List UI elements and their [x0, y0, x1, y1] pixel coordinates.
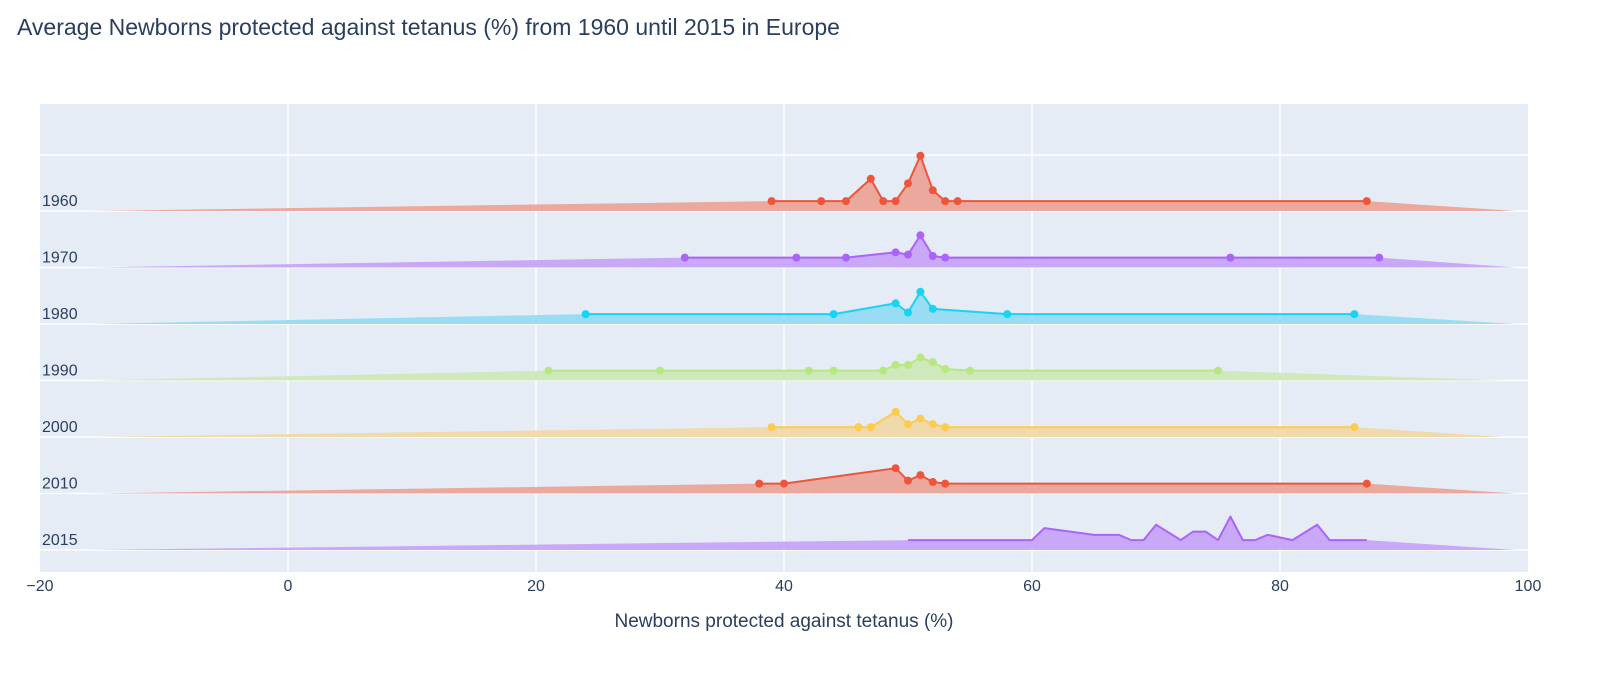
marker-2010-6[interactable] [941, 479, 950, 488]
marker-1970-7[interactable] [941, 253, 950, 262]
marker-1960-7[interactable] [916, 151, 925, 160]
y-label-1970: 1970 [42, 250, 78, 267]
ridge-line-1980 [585, 290, 1355, 316]
x-tick-label-0: −20 [26, 578, 53, 595]
marker-2010-0[interactable] [755, 479, 764, 488]
marker-2000-0[interactable] [767, 423, 776, 432]
marker-2000-5[interactable] [916, 414, 925, 423]
marker-1980-5[interactable] [928, 304, 937, 313]
marker-1980-3[interactable] [904, 308, 912, 317]
marker-1980-0[interactable] [581, 310, 590, 319]
marker-1990-7[interactable] [916, 353, 925, 362]
marker-1990-5[interactable] [891, 360, 900, 369]
marker-1990-2[interactable] [804, 366, 813, 375]
x-tick-label-2: 20 [527, 578, 545, 595]
ridge-line-1970 [684, 234, 1380, 259]
marker-1990-10[interactable] [966, 366, 974, 375]
marker-1970-1[interactable] [792, 253, 801, 262]
marker-1990-9[interactable] [941, 365, 950, 373]
marker-1980-6[interactable] [1003, 310, 1012, 319]
marker-1990-4[interactable] [879, 366, 888, 375]
marker-2010-2[interactable] [891, 464, 900, 473]
x-tick-label-1: 0 [284, 578, 293, 595]
marker-1970-3[interactable] [891, 248, 900, 257]
marker-1970-2[interactable] [842, 253, 850, 262]
ridge-area-2015 [89, 516, 1516, 550]
marker-1960-2[interactable] [842, 197, 850, 206]
y-label-1980: 1980 [42, 306, 78, 323]
marker-1960-6[interactable] [904, 179, 912, 188]
marker-2000-4[interactable] [904, 420, 912, 429]
ridge-1980 [89, 287, 1516, 324]
marker-2010-4[interactable] [916, 471, 925, 480]
ridge-area-1980 [89, 291, 1516, 324]
marker-1960-9[interactable] [941, 197, 950, 206]
marker-1960-5[interactable] [891, 197, 900, 206]
marker-1990-3[interactable] [829, 366, 838, 375]
marker-2000-6[interactable] [928, 420, 937, 429]
ridge-line-1990 [548, 356, 1218, 372]
ridge-area-2000 [89, 411, 1504, 437]
marker-2000-2[interactable] [866, 423, 875, 432]
ridge-1960 [89, 151, 1516, 211]
marker-1960-3[interactable] [866, 174, 875, 183]
y-label-2015: 2015 [42, 532, 78, 549]
ridge-2010 [89, 464, 1516, 494]
ridge-1970 [89, 231, 1516, 268]
marker-1970-4[interactable] [904, 250, 912, 259]
ridges [89, 151, 1516, 550]
x-tick-label-5: 80 [1271, 578, 1289, 595]
ridge-2000 [89, 407, 1504, 437]
marker-1960-10[interactable] [953, 197, 962, 206]
marker-1960-8[interactable] [928, 186, 937, 195]
marker-1990-6[interactable] [904, 360, 912, 369]
y-label-2000: 2000 [42, 419, 78, 436]
ridge-line-2015 [908, 515, 1367, 542]
ridge-area-1970 [89, 235, 1516, 268]
y-labels: 1960 1970 1980 1990 2000 2010 2015 [42, 193, 78, 549]
marker-1970-5[interactable] [916, 231, 925, 240]
ridge-area-2010 [89, 468, 1516, 494]
x-tick-label-3: 40 [775, 578, 793, 595]
marker-2010-5[interactable] [928, 478, 937, 486]
marker-1960-4[interactable] [879, 197, 888, 206]
marker-1970-9[interactable] [1375, 253, 1384, 262]
ridge-1990 [89, 353, 1504, 381]
marker-2010-1[interactable] [780, 479, 788, 488]
ridge-area-1960 [89, 155, 1516, 211]
marker-1990-1[interactable] [656, 366, 664, 375]
marker-1970-8[interactable] [1226, 253, 1235, 262]
marker-1970-6[interactable] [928, 252, 937, 260]
marker-1990-11[interactable] [1214, 366, 1222, 375]
marker-1960-0[interactable] [767, 197, 776, 206]
marker-1980-4[interactable] [916, 287, 925, 296]
x-axis-label: Newborns protected against tetanus (%) [614, 611, 953, 632]
marker-1980-1[interactable] [829, 310, 838, 319]
ridge-2015 [89, 515, 1516, 550]
marker-2000-3[interactable] [891, 407, 900, 416]
marker-1960-11[interactable] [1362, 197, 1371, 206]
marker-1960-1[interactable] [817, 197, 826, 206]
marker-1980-7[interactable] [1350, 310, 1359, 319]
x-tick-labels: −20 0 20 40 60 80 100 [26, 578, 1541, 595]
marker-1990-0[interactable] [544, 366, 553, 375]
marker-2010-7[interactable] [1362, 479, 1371, 488]
marker-2010-3[interactable] [904, 476, 912, 485]
chart-title: Average Newborns protected against tetan… [17, 14, 840, 40]
ridge-area-1990 [89, 357, 1504, 381]
marker-1990-8[interactable] [928, 358, 937, 367]
marker-1970-0[interactable] [680, 253, 689, 262]
y-label-1960: 1960 [42, 193, 78, 210]
marker-2000-7[interactable] [941, 423, 950, 432]
x-tick-label-4: 60 [1023, 578, 1041, 595]
y-label-1990: 1990 [42, 363, 78, 380]
marker-2000-8[interactable] [1350, 423, 1359, 432]
y-label-2010: 2010 [42, 476, 78, 493]
x-tick-label-6: 100 [1515, 578, 1542, 595]
marker-2000-1[interactable] [854, 423, 863, 432]
marker-1980-2[interactable] [891, 299, 900, 308]
